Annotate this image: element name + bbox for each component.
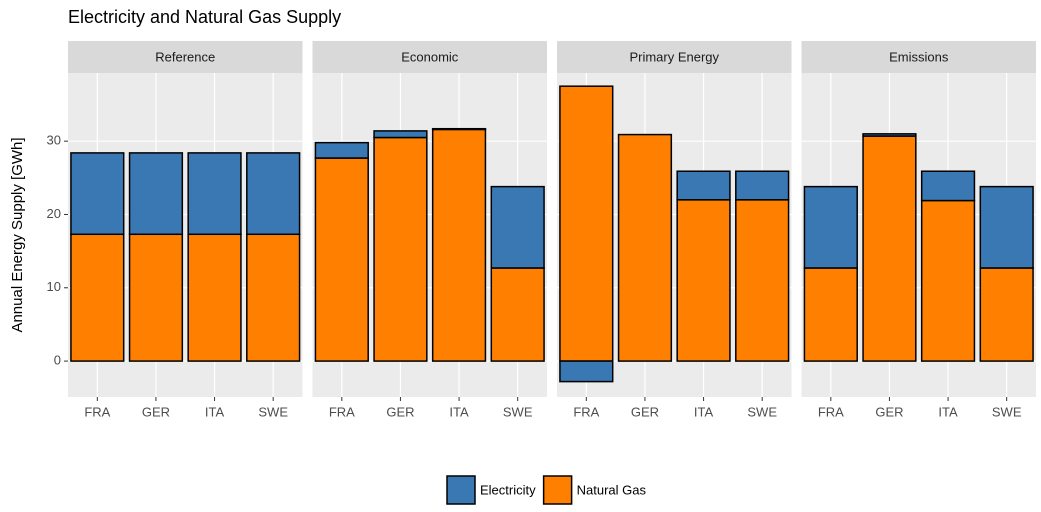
bar <box>187 233 242 362</box>
y-tick-label: 20 <box>47 206 61 221</box>
x-tick-label: FRA <box>818 404 844 419</box>
x-tick-label: ITA <box>694 404 714 419</box>
y-tick-label: 30 <box>47 133 61 148</box>
x-tick-label: FRA <box>84 404 110 419</box>
bar <box>920 170 976 202</box>
facet-title: Emissions <box>889 49 949 64</box>
x-tick-label: SWE <box>747 404 777 419</box>
bar <box>803 267 858 362</box>
bar <box>617 133 673 362</box>
bar <box>735 199 790 362</box>
bar <box>70 152 125 236</box>
bar <box>373 136 428 362</box>
bar <box>979 267 1034 362</box>
x-tick-label: GER <box>631 404 659 419</box>
x-tick-label: GER <box>386 404 414 419</box>
x-tick-label: SWE <box>992 404 1022 419</box>
x-tick-label: SWE <box>258 404 288 419</box>
x-tick-label: ITA <box>205 404 225 419</box>
legend-label: Electricity <box>480 482 536 497</box>
bar <box>431 128 487 362</box>
facet-title: Primary Energy <box>629 49 719 64</box>
chart-title: Electricity and Natural Gas Supply <box>68 7 341 27</box>
bar <box>187 152 242 236</box>
bar <box>314 141 369 159</box>
bar <box>676 199 731 362</box>
y-tick-label: 10 <box>47 279 61 294</box>
bar <box>803 185 858 269</box>
bar <box>373 130 428 139</box>
bar <box>246 152 301 236</box>
bar <box>559 85 614 362</box>
bar <box>314 157 369 362</box>
x-tick-label: GER <box>875 404 903 419</box>
legend-swatch <box>446 475 476 505</box>
strip <box>312 41 547 73</box>
facet-title: Reference <box>155 49 215 64</box>
bar <box>490 185 545 269</box>
bar <box>128 152 184 236</box>
y-axis-label: Annual Energy Supply [GWh] <box>9 137 26 332</box>
bar <box>676 170 731 201</box>
bar <box>559 360 614 383</box>
legend-label: Natural Gas <box>577 482 647 497</box>
x-tick-label: GER <box>142 404 170 419</box>
legend-swatch <box>542 475 573 505</box>
bar <box>490 267 545 362</box>
bar <box>979 185 1034 269</box>
bar <box>70 233 125 362</box>
bar <box>246 233 301 362</box>
bar <box>862 135 917 362</box>
x-tick-label: SWE <box>503 404 533 419</box>
strip <box>68 41 303 73</box>
strip <box>557 41 792 73</box>
strip <box>801 41 1036 73</box>
bar <box>128 233 184 362</box>
bar <box>735 170 790 201</box>
bar <box>920 199 976 362</box>
x-tick-label: FRA <box>573 404 599 419</box>
bar <box>862 133 917 137</box>
bar <box>431 127 487 131</box>
facet-title: Economic <box>401 49 459 64</box>
x-tick-label: ITA <box>449 404 469 419</box>
x-tick-label: FRA <box>329 404 355 419</box>
y-tick-label: 0 <box>54 353 61 368</box>
x-tick-label: ITA <box>938 404 958 419</box>
